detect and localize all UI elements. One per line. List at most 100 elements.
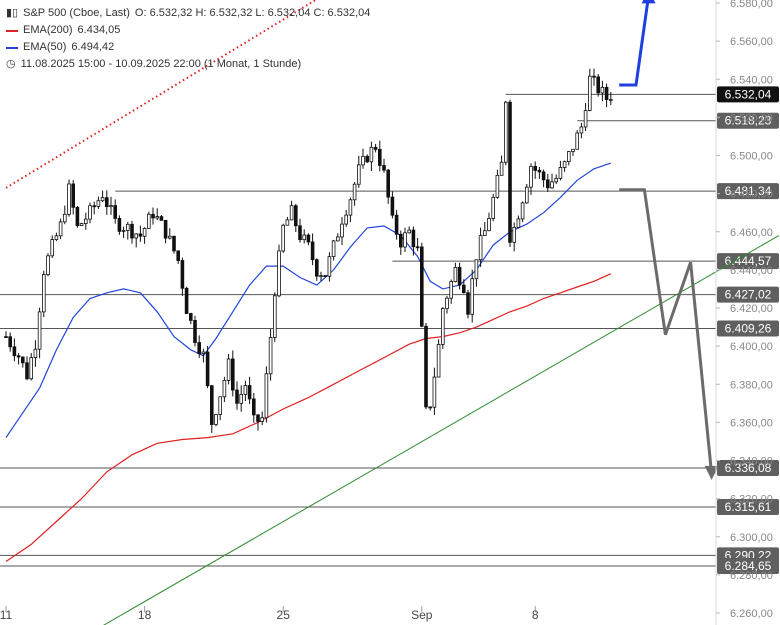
y-tick-label: 6.400,00 <box>730 341 773 353</box>
candle-body <box>293 205 298 227</box>
chart-legend: ▮▯ S&P 500 (Cboe, Last) O: 6.532,32 H: 6… <box>6 5 370 73</box>
x-tick-label: 18 <box>138 608 152 622</box>
y-tick-label: 6.280,00 <box>730 570 773 582</box>
candle-body <box>394 214 399 235</box>
level-badge-label: 6.427,02 <box>725 288 772 302</box>
candle-body <box>109 205 113 208</box>
candle-body <box>382 165 386 171</box>
candle-body <box>516 218 521 228</box>
candle-body <box>487 218 491 232</box>
up-arrow-head <box>641 0 656 4</box>
legend-ema50-row[interactable]: EMA(50) 6.494,42 <box>6 39 370 56</box>
candle-body <box>592 75 596 78</box>
candle-body <box>218 396 223 415</box>
candle-body <box>361 155 365 166</box>
candle-body <box>235 389 239 404</box>
candle-body <box>63 213 67 223</box>
y-tick-label: 6.320,00 <box>730 494 773 506</box>
candle-body <box>495 174 500 198</box>
x-tick-label: Sep <box>411 608 433 622</box>
y-tick-label: 6.420,00 <box>730 303 773 315</box>
candlestick-icon: ▮▯ <box>6 7 19 19</box>
candle-body <box>398 233 403 248</box>
candle-body <box>604 86 609 101</box>
up-arrow-line <box>619 0 650 87</box>
candle-body <box>541 171 546 181</box>
level-badge-label: 6.336,08 <box>725 461 772 475</box>
candle-body <box>529 165 533 188</box>
candle-body <box>327 256 332 277</box>
candle-body <box>126 223 130 231</box>
candle-body <box>96 200 101 207</box>
candle-body <box>403 232 407 248</box>
y-tick-label: 6.360,00 <box>730 417 773 429</box>
candle-body <box>172 235 176 252</box>
price-axis: 6.580,00 6.560,00 6.540,00 6.520,00 6.500,00… <box>715 0 773 625</box>
legend-symbol-row: ▮▯ S&P 500 (Cboe, Last) O: 6.532,32 H: 6… <box>6 5 370 22</box>
level-badge-label: 6.532,04 <box>725 87 772 101</box>
candle-body <box>583 110 588 128</box>
candle-body <box>16 355 21 358</box>
candle-body <box>205 351 210 387</box>
candle-body <box>331 240 336 258</box>
candle-body <box>503 101 508 163</box>
candle-body <box>415 246 420 249</box>
y-tick-label: 6.300,00 <box>730 532 773 544</box>
y-tick-label: 6.500,00 <box>730 151 773 163</box>
candle-body <box>457 267 462 286</box>
candle-body <box>121 229 126 232</box>
candle-body <box>432 376 437 408</box>
legend-ema200-row[interactable]: EMA(200) 6.434,05 <box>6 22 370 39</box>
y-tick-label: 6.340,00 <box>730 456 773 468</box>
candle-body <box>113 205 118 219</box>
candle-body <box>214 414 218 425</box>
level-badge-label: 6.518,23 <box>725 114 772 128</box>
candle-body <box>567 151 571 162</box>
candle-body <box>277 250 281 297</box>
candle-body <box>499 161 504 176</box>
candle-body <box>390 196 395 216</box>
candle-body <box>407 229 411 234</box>
candle-body <box>50 239 54 257</box>
candle-body <box>352 183 357 201</box>
candle-body <box>424 325 428 408</box>
candle-body <box>314 259 319 277</box>
candle-body <box>100 197 105 202</box>
candle-body <box>134 233 139 239</box>
candle-body <box>600 86 605 94</box>
candle-body <box>436 343 441 378</box>
level-badge-label: 6.444,57 <box>725 254 772 268</box>
candle-body <box>138 233 143 237</box>
ema200-label: EMA(200) <box>23 24 73 36</box>
candle-body <box>365 155 369 163</box>
candle-body <box>12 346 17 357</box>
candle-body <box>411 229 416 248</box>
projection-arrows <box>619 0 719 480</box>
candle-body <box>84 218 88 225</box>
candle-body <box>550 181 554 189</box>
candle-body <box>209 385 214 425</box>
candle-body <box>46 255 50 276</box>
candle-body <box>453 267 458 282</box>
candle-body <box>369 146 374 163</box>
candle-body <box>272 295 277 338</box>
candle-body <box>440 308 445 345</box>
y-tick-label: 6.440,00 <box>730 265 773 277</box>
candle-body <box>461 284 466 294</box>
y-tick-label: 6.520,00 <box>730 112 773 124</box>
candle-body <box>466 292 470 315</box>
candle-body <box>525 186 529 204</box>
candle-body <box>508 101 512 243</box>
candles <box>4 68 613 433</box>
ema50-label: EMA(50) <box>23 41 67 53</box>
candle-body <box>33 348 38 358</box>
candle-body <box>75 206 80 227</box>
candle-body <box>264 373 269 419</box>
candle-body <box>319 275 323 277</box>
trendlines <box>5 0 780 625</box>
candle-body <box>562 161 567 168</box>
candle-body <box>268 337 273 375</box>
candle-body <box>251 398 256 416</box>
